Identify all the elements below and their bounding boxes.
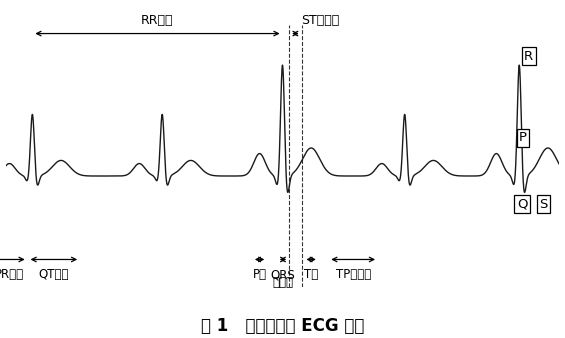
Text: Q: Q <box>517 198 527 211</box>
Text: 图 1   一个典型的 ECG 图像: 图 1 一个典型的 ECG 图像 <box>201 317 364 335</box>
Text: RR间距: RR间距 <box>141 14 173 27</box>
Text: TP分割段: TP分割段 <box>336 268 371 281</box>
Text: ST分割段: ST分割段 <box>301 14 340 27</box>
Text: PR间距: PR间距 <box>0 268 24 281</box>
Text: R: R <box>524 50 533 63</box>
Text: S: S <box>539 198 547 211</box>
Text: QT间距: QT间距 <box>38 268 69 281</box>
Text: 复合体: 复合体 <box>272 276 293 289</box>
Text: P: P <box>519 131 527 144</box>
Text: T波: T波 <box>304 268 318 281</box>
Text: P波: P波 <box>253 268 267 281</box>
Text: QRS: QRS <box>271 268 295 281</box>
